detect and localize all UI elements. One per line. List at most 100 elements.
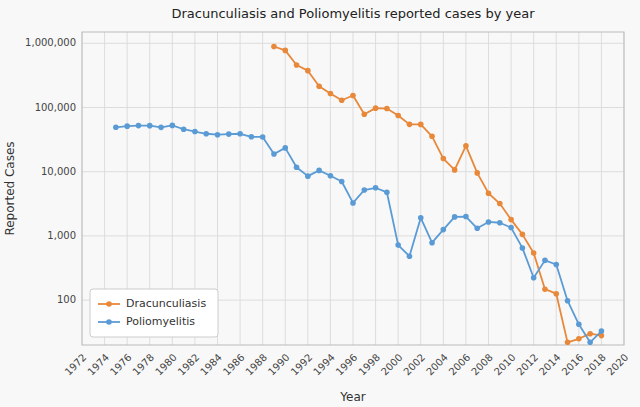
- x-grid-line: [353, 32, 354, 345]
- y-axis-label: Reported Cases: [3, 141, 17, 235]
- y-tick-label: 1,000,000: [25, 37, 76, 48]
- chart: 1001,00010,000100,0001,000,0001972197419…: [0, 0, 640, 407]
- data-point: [429, 240, 435, 246]
- data-point: [136, 123, 142, 129]
- data-point: [384, 106, 390, 112]
- data-point: [486, 190, 492, 196]
- x-tick-label: 2004: [424, 352, 450, 378]
- x-grid-line: [578, 32, 579, 345]
- data-point: [147, 123, 153, 129]
- data-point: [170, 123, 176, 129]
- data-point: [215, 132, 221, 138]
- x-tick-label: 1980: [153, 352, 179, 378]
- data-point: [463, 214, 469, 220]
- x-tick-label: 2002: [401, 352, 427, 378]
- legend-marker: [106, 319, 112, 325]
- y-tick-label: 1,000: [47, 230, 76, 241]
- data-point: [463, 143, 469, 149]
- y-tick-label: 100,000: [35, 102, 76, 113]
- data-point: [587, 331, 593, 337]
- x-grid-line: [262, 32, 263, 345]
- data-point: [497, 220, 503, 226]
- series-line: [274, 46, 601, 342]
- data-point: [542, 286, 548, 292]
- grid: [82, 32, 624, 345]
- data-point: [395, 242, 401, 248]
- data-point: [316, 84, 322, 90]
- x-tick-label: 2010: [492, 352, 518, 378]
- data-point: [418, 122, 424, 128]
- data-point: [407, 253, 413, 259]
- data-point: [452, 214, 458, 220]
- data-point: [508, 225, 514, 231]
- data-point: [373, 105, 379, 111]
- data-point: [328, 91, 334, 97]
- x-tick-label: 1986: [221, 352, 247, 378]
- data-point: [339, 179, 345, 185]
- data-point: [361, 187, 367, 193]
- x-tick-label: 2020: [605, 352, 631, 378]
- x-grid-line: [307, 32, 308, 345]
- data-point: [531, 250, 537, 256]
- data-point: [260, 134, 266, 140]
- data-point: [305, 68, 311, 74]
- data-point: [294, 62, 300, 68]
- data-point: [350, 93, 356, 99]
- data-point: [124, 123, 130, 129]
- data-point: [407, 122, 413, 128]
- legend-label: Dracunculiasis: [126, 297, 206, 310]
- data-point: [294, 164, 300, 170]
- data-point: [576, 322, 582, 328]
- data-point: [542, 258, 548, 264]
- title: Dracunculiasis and Poliomyelitis reporte…: [171, 6, 535, 21]
- x-tick-label: 1974: [85, 352, 111, 378]
- data-point: [339, 97, 345, 103]
- x-tick-label: 1994: [311, 352, 337, 378]
- x-tick-label: 2006: [447, 352, 473, 378]
- data-point: [497, 201, 503, 207]
- series-line: [116, 125, 602, 342]
- x-tick-label: 1978: [130, 352, 156, 378]
- x-tick-label: 2018: [582, 352, 608, 378]
- x-grid-line: [601, 32, 602, 345]
- legend: Dracunculiasis Poliomyelitis: [90, 289, 218, 337]
- data-point: [249, 134, 255, 140]
- data-point: [599, 328, 605, 334]
- data-point: [384, 189, 390, 195]
- data-point: [452, 167, 458, 173]
- x-tick-label: 1984: [198, 352, 224, 378]
- data-point: [486, 219, 492, 225]
- data-point: [553, 262, 559, 268]
- data-point: [316, 168, 322, 174]
- x-tick-label: 2014: [537, 352, 563, 378]
- data-point: [576, 336, 582, 342]
- data-point: [192, 129, 198, 135]
- data-point: [553, 291, 559, 297]
- data-group: [113, 44, 604, 345]
- data-point: [271, 44, 277, 50]
- data-point: [328, 173, 334, 179]
- legend-marker: [106, 301, 112, 307]
- data-point: [350, 200, 356, 206]
- x-grid-line: [488, 32, 489, 345]
- data-point: [531, 275, 537, 281]
- x-tick-label: 1976: [108, 352, 134, 378]
- y-tick-label: 100: [57, 294, 76, 305]
- x-tick-label: 1992: [289, 352, 315, 378]
- data-point: [508, 217, 514, 223]
- background: [0, 0, 640, 407]
- data-point: [441, 156, 447, 162]
- plot-frame: [82, 32, 624, 345]
- data-point: [181, 126, 187, 132]
- x-tick-label: 2012: [514, 352, 540, 378]
- data-point: [226, 131, 232, 137]
- x-grid-line: [420, 32, 421, 345]
- data-point: [203, 131, 209, 137]
- x-tick-label: 2000: [379, 352, 405, 378]
- x-tick-label: 1982: [176, 352, 202, 378]
- data-point: [158, 125, 164, 131]
- data-point: [474, 170, 480, 176]
- data-point: [418, 215, 424, 221]
- data-point: [474, 225, 480, 231]
- legend-label: Poliomyelitis: [126, 315, 195, 328]
